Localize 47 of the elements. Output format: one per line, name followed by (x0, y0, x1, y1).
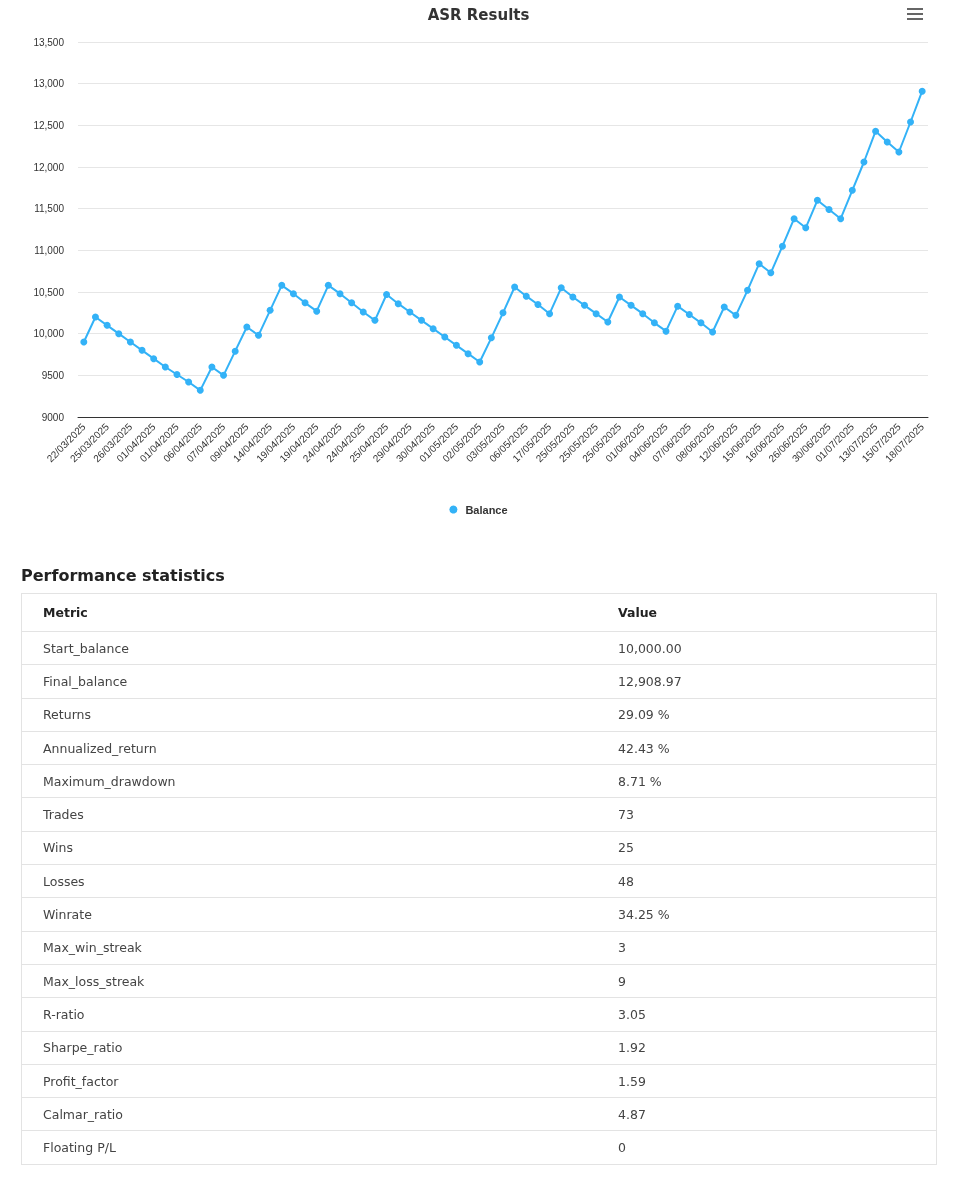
category-label: Wins (21, 831, 597, 865)
legend-label: Balance (465, 503, 508, 516)
category-label: Returns (21, 698, 597, 732)
y-tick-label: 9500 (41, 369, 65, 381)
y-tick-label: 13,500 (33, 36, 65, 48)
text: Value (597, 593, 937, 632)
y-tick-label: 11,500 (34, 203, 65, 215)
y-tick-label: 9000 (41, 411, 65, 423)
text: 3.05 (618, 1006, 646, 1022)
text: 9 (618, 973, 626, 989)
category-label: R-ratio (21, 997, 597, 1032)
category-label: Annualized_return (21, 731, 597, 765)
category-label: Floating P/L (21, 1130, 597, 1165)
text: 0 (618, 1140, 626, 1156)
text: 1.59 (618, 1073, 646, 1089)
category-label: Winrate (21, 897, 597, 932)
text: 48 (618, 873, 634, 889)
text: Metric (21, 593, 597, 632)
text: 10,000.00 (618, 640, 682, 656)
category-label: Max_loss_streak (21, 964, 597, 998)
text: Performance statistics (21, 566, 226, 585)
y-tick-label: 10,000 (33, 328, 65, 340)
text: 8.71 % (618, 773, 662, 789)
y-tick-label: 12,500 (33, 119, 65, 131)
category-label: Max_win_streak (21, 931, 597, 965)
y-tick-label: 11,000 (34, 244, 65, 256)
category-label: Calmar_ratio (21, 1097, 597, 1131)
category-label: Losses (21, 864, 597, 898)
y-tick-label: 10,500 (33, 286, 65, 298)
text: 73 (618, 807, 634, 823)
category-label: Start_balance (21, 631, 597, 665)
category-label: Final_balance (21, 664, 597, 699)
text: 42.43 % (618, 740, 670, 756)
text: 34.25 % (618, 907, 670, 923)
text: 4.87 (618, 1106, 646, 1122)
y-tick-label: 13,000 (33, 78, 65, 90)
text: 1.92 (618, 1040, 646, 1056)
category-label: Sharpe_ratio (21, 1031, 597, 1065)
text: 12,908.97 (618, 673, 682, 689)
y-tick-label: 12,000 (33, 161, 65, 173)
category-label: Maximum_drawdown (21, 764, 597, 798)
chart-title: ASR Results (427, 5, 530, 24)
text: 25 (618, 840, 634, 856)
category-label: Trades (21, 797, 597, 832)
text: 3 (618, 940, 626, 956)
category-label: Profit_factor (21, 1064, 597, 1098)
text: 29.09 % (618, 707, 670, 723)
